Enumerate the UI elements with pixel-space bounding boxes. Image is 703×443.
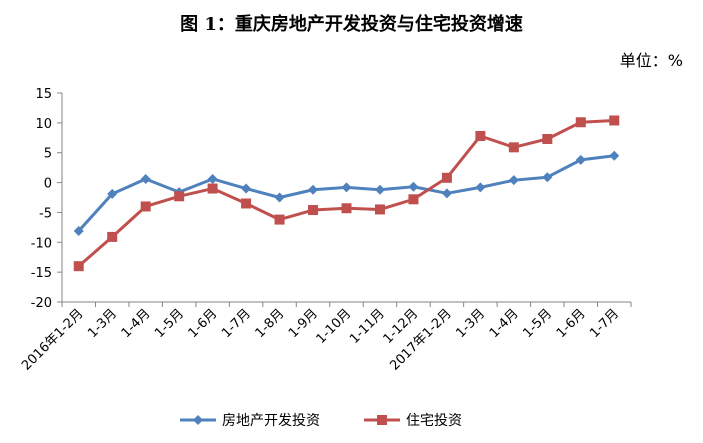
x-tick-label: 1-4月	[487, 306, 522, 341]
x-tick-label: 1-10月	[314, 306, 355, 347]
data-point-1	[274, 214, 285, 225]
data-point-0	[308, 184, 319, 195]
data-point-0	[73, 225, 84, 236]
x-tick-label: 1-11月	[347, 306, 388, 347]
x-tick-label: 1-5月	[520, 306, 555, 341]
data-point-1	[207, 183, 218, 194]
data-point-0	[542, 172, 553, 183]
data-point-0	[140, 173, 151, 184]
data-point-1	[140, 201, 151, 212]
data-point-1	[374, 204, 385, 215]
x-tick-label: 1-7月	[219, 306, 254, 341]
legend-marker-0	[193, 415, 203, 425]
data-point-0	[508, 175, 519, 186]
x-tick-label: 1-8月	[253, 306, 288, 341]
data-point-0	[441, 188, 452, 199]
legend-marker-1	[377, 415, 387, 425]
data-point-1	[508, 142, 519, 153]
x-tick-label: 1-6月	[186, 306, 221, 341]
y-tick-label: 0	[44, 177, 52, 192]
data-point-0	[274, 192, 285, 203]
data-point-0	[575, 154, 586, 165]
data-point-1	[542, 133, 553, 144]
x-tick-label: 2016年1-2月	[19, 306, 86, 373]
x-tick-label: 1-6月	[554, 306, 589, 341]
data-point-1	[241, 198, 252, 209]
y-tick-label: -15	[31, 266, 52, 281]
y-tick-label: 5	[44, 147, 52, 162]
data-point-1	[609, 115, 620, 126]
y-tick-label: 15	[35, 87, 52, 102]
data-point-0	[241, 183, 252, 194]
legend-label-1: 住宅投资	[406, 413, 462, 429]
data-point-1	[174, 191, 185, 202]
y-tick-label: -5	[39, 206, 52, 221]
series-line-0	[77, 154, 615, 232]
data-point-1	[441, 172, 452, 183]
data-point-1	[475, 130, 486, 141]
data-point-1	[575, 117, 586, 128]
y-tick-label: -10	[31, 236, 52, 251]
x-tick-label: 1-4月	[119, 306, 154, 341]
data-point-0	[408, 181, 419, 192]
data-point-1	[107, 231, 118, 242]
data-point-1	[341, 203, 352, 214]
data-point-0	[207, 173, 218, 184]
series-line-1	[77, 118, 615, 268]
data-point-0	[107, 188, 118, 199]
data-point-0	[475, 182, 486, 193]
y-tick-label: 10	[35, 117, 52, 132]
x-tick-label: 1-7月	[587, 306, 622, 341]
x-tick-label: 1-5月	[152, 306, 187, 341]
legend-label-0: 房地产开发投资	[222, 413, 320, 429]
data-point-1	[408, 194, 419, 205]
data-point-0	[609, 150, 620, 161]
y-tick-label: -20	[31, 296, 52, 311]
data-point-1	[73, 261, 84, 272]
x-tick-label: 1-3月	[85, 306, 120, 341]
data-point-0	[341, 182, 352, 193]
data-point-1	[308, 205, 319, 216]
x-tick-label: 1-3月	[453, 306, 488, 341]
data-point-0	[374, 184, 385, 195]
unit-label: 单位：%	[619, 51, 683, 70]
chart-title: 图 1：重庆房地产开发投资与住宅投资增速	[180, 14, 523, 35]
